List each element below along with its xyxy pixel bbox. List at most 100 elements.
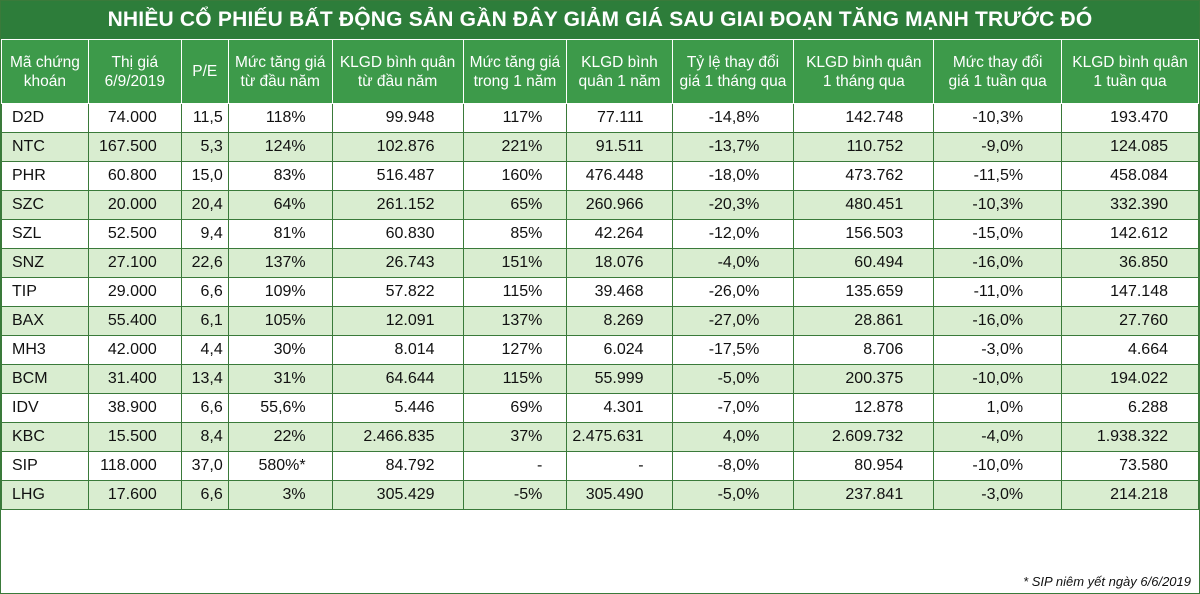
- column-header: Mức tăng giá trong 1 năm: [462, 39, 568, 104]
- table-cell: 29.000: [87, 277, 182, 307]
- table-cell: -5,0%: [671, 480, 795, 510]
- table-cell: 9,4: [180, 219, 229, 249]
- table-cell: 2.466.835: [331, 422, 464, 452]
- table-cell: 17.600: [87, 480, 182, 510]
- table-cell: -9,0%: [933, 132, 1063, 162]
- table-cell: -5%: [462, 480, 568, 510]
- table-cell: 12.878: [793, 393, 935, 423]
- table-cell: 4,0%: [671, 422, 795, 452]
- table-cell: 39.468: [566, 277, 673, 307]
- table-cell: 80.954: [793, 451, 935, 481]
- table-cell: 480.451: [793, 190, 935, 220]
- column-header-line: từ đầu năm: [357, 72, 438, 90]
- table-cell: 85%: [462, 219, 568, 249]
- column-header: Thị giá 6/9/2019: [87, 39, 182, 104]
- table-row: SIP 118.000 37,0 580%* 84.792- - -8,0% 80.954 -1…: [1, 451, 1199, 481]
- table-cell: -13,7%: [671, 132, 795, 162]
- table-cell: -26,0%: [671, 277, 795, 307]
- table-cell: -15,0%: [933, 219, 1063, 249]
- table-cell: 160%: [462, 161, 568, 191]
- table-cell: 27.760: [1061, 306, 1199, 336]
- column-header-line: 1 tuần qua: [1093, 72, 1167, 90]
- table-cell: 124.085: [1061, 132, 1199, 162]
- table-cell: 6.024: [566, 335, 673, 365]
- table-cell: 305.429: [331, 480, 464, 510]
- table-cell: 102.876: [331, 132, 464, 162]
- table-cell: 1,0%: [933, 393, 1063, 423]
- table-cell: 11,5: [180, 103, 229, 133]
- table-cell: 1.938.322: [1061, 422, 1199, 452]
- column-header-line: Mức tăng giá: [469, 53, 561, 71]
- table-cell: 20,4: [180, 190, 229, 220]
- table-cell: 151%: [462, 248, 568, 278]
- table-row: BCM 31.400 13,4 31% 64.644 115% 55.999 -5,0% 200…: [1, 364, 1199, 394]
- table-cell: 64%: [227, 190, 333, 220]
- ticker-cell: SIP: [1, 451, 89, 481]
- table-cell: 65%: [462, 190, 568, 220]
- column-header: KLGD bình quân 1 tháng qua: [793, 39, 935, 104]
- table-row: MH3 42.000 4,4 30% 8.014 127% 6.024 -17,5% 8.706…: [1, 335, 1199, 365]
- table-cell: 137%: [227, 248, 333, 278]
- table-cell: -20,3%: [671, 190, 795, 220]
- column-header-line: P/E: [192, 63, 218, 80]
- table-cell: 105%: [227, 306, 333, 336]
- table-row: SZC 20.000 20,4 64% 261.152 65% 260.966 -20,3% 4…: [1, 190, 1199, 220]
- table-cell: 261.152: [331, 190, 464, 220]
- column-header-line: KLGD bình quân: [1072, 53, 1188, 71]
- table-cell: 26.743: [331, 248, 464, 278]
- column-header-line: 1 tháng qua: [822, 72, 905, 90]
- column-header: P/E: [180, 39, 229, 104]
- table-cell: 6,1: [180, 306, 229, 336]
- table-cell: 516.487: [331, 161, 464, 191]
- ticker-cell: MH3: [1, 335, 89, 365]
- table-cell: 91.511: [566, 132, 673, 162]
- table-cell: 27.100: [87, 248, 182, 278]
- column-header-line: trong 1 năm: [473, 72, 557, 90]
- ticker-cell: BCM: [1, 364, 89, 394]
- table-cell: -16,0%: [933, 306, 1063, 336]
- table-cell: 81%: [227, 219, 333, 249]
- column-header-line: Mức tăng giá: [234, 53, 326, 71]
- table-cell: 237.841: [793, 480, 935, 510]
- table-cell: 42.000: [87, 335, 182, 365]
- column-header: KLGD bình quân 1 tuần qua: [1061, 39, 1199, 104]
- table-cell: 15.500: [87, 422, 182, 452]
- table-cell: 73.580: [1061, 451, 1199, 481]
- table-cell: -4,0%: [933, 422, 1063, 452]
- table-cell: 55,6%: [227, 393, 333, 423]
- table-cell: -10,0%: [933, 364, 1063, 394]
- table-cell: 3%: [227, 480, 333, 510]
- table-cell: 6,6: [180, 277, 229, 307]
- table-row: NTC 167.500 5,3 124% 102.876 221% 91.511 -13,7%…: [1, 132, 1199, 162]
- column-header-line: Thị giá: [111, 53, 159, 71]
- table-cell: 83%: [227, 161, 333, 191]
- column-header-line: giá 1 tháng qua: [679, 72, 787, 90]
- stock-table: Mã chứng khoán Thị giá 6/9/2019 P/E Mức tăng …: [1, 39, 1199, 510]
- table-cell: 115%: [462, 364, 568, 394]
- column-header-line: KLGD bình quân: [806, 53, 922, 71]
- table-cell: 8.706: [793, 335, 935, 365]
- table-cell: -3,0%: [933, 480, 1063, 510]
- table-cell: 260.966: [566, 190, 673, 220]
- table-row: PHR 60.800 15,0 83% 516.487 160% 476.448 -18,0%…: [1, 161, 1199, 191]
- table-cell: 74.000: [87, 103, 182, 133]
- table-cell: -14,8%: [671, 103, 795, 133]
- table-cell: -11,5%: [933, 161, 1063, 191]
- ticker-cell: IDV: [1, 393, 89, 423]
- column-header-line: khoán: [23, 72, 67, 90]
- column-header-line: Tỷ lệ thay đổi: [686, 53, 780, 71]
- column-header-line: Mức thay đổi: [952, 53, 1043, 71]
- table-cell: 4.301: [566, 393, 673, 423]
- table-cell: 118%: [227, 103, 333, 133]
- table-cell: -4,0%: [671, 248, 795, 278]
- table-cell: 8.014: [331, 335, 464, 365]
- table-cell: 37%: [462, 422, 568, 452]
- column-header: KLGD bình quân từ đầu năm: [331, 39, 464, 104]
- table-cell: 147.148: [1061, 277, 1199, 307]
- table-cell: -17,5%: [671, 335, 795, 365]
- table-cell: 20.000: [87, 190, 182, 220]
- table-cell: 6,6: [180, 393, 229, 423]
- ticker-cell: LHG: [1, 480, 89, 510]
- table-row: SNZ 27.100 22,6 137% 26.743 151% 18.076 -4,0% 60…: [1, 248, 1199, 278]
